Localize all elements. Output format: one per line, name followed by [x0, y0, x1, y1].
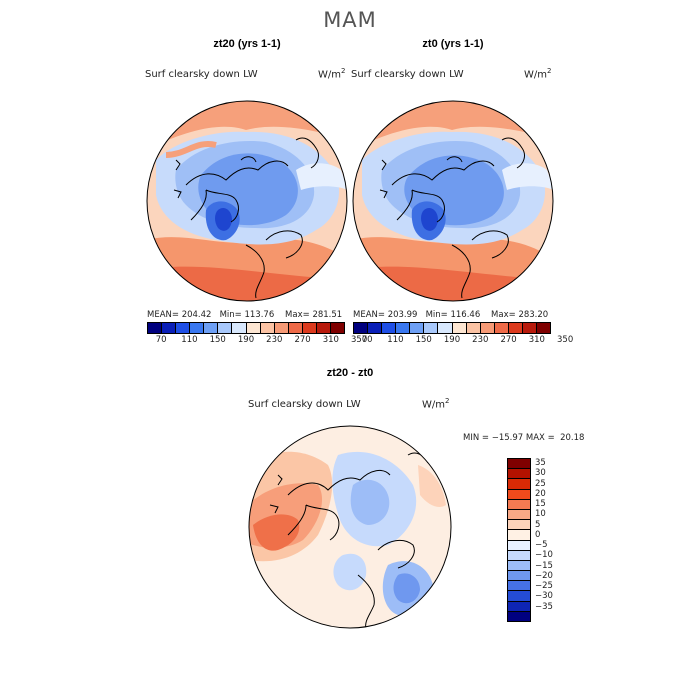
colorbar-box [148, 323, 163, 333]
colorbar-box [508, 611, 530, 621]
panel2-stats: MEAN= 203.99 Min= 116.46 Max= 283.20 [353, 310, 549, 320]
colorbar-box [368, 323, 383, 333]
colorbar-box [162, 323, 177, 333]
colorbar-tick-label: −35 [535, 601, 553, 612]
colorbar-tick-label: 110 [387, 335, 404, 345]
diff-colorbar [507, 458, 531, 622]
diff-panel-units: W/m2 [422, 397, 450, 411]
colorbar-box [232, 323, 247, 333]
colorbar-tick-label: −25 [535, 581, 553, 592]
diff-panel-title: zt20 - zt0 [326, 367, 374, 379]
colorbar-tick-label: −10 [535, 550, 553, 561]
colorbar-box [508, 550, 530, 561]
colorbar-box [494, 323, 509, 333]
panel2-units: W/m2 [524, 67, 552, 81]
colorbar-tick-label: 230 [266, 335, 283, 345]
panel1-title: zt20 (yrs 1-1) [213, 38, 281, 50]
colorbar-box [508, 601, 530, 612]
colorbar-tick-label: 230 [472, 335, 489, 345]
colorbar-tick-label: 70 [361, 335, 373, 345]
colorbar-box [508, 540, 530, 551]
colorbar-box [246, 323, 261, 333]
panel1-colorbar-ticks: 70 110 150 190 230 270 310 350 [147, 335, 368, 347]
colorbar-tick-label: 70 [155, 335, 167, 345]
colorbar-box [452, 323, 467, 333]
colorbar-tick-label: 350 [351, 335, 368, 345]
colorbar-box [508, 323, 523, 333]
colorbar-box [508, 520, 530, 531]
colorbar-tick-label: 190 [237, 335, 255, 345]
colorbar-box [508, 469, 530, 480]
colorbar-box [508, 509, 530, 521]
colorbar-tick-label: 10 [535, 509, 546, 520]
colorbar-box [354, 323, 369, 333]
colorbar-box [438, 323, 453, 333]
colorbar-tick-label: 310 [322, 335, 339, 345]
colorbar-box [274, 323, 289, 333]
colorbar-box [410, 323, 425, 333]
colorbar-box [260, 323, 275, 333]
colorbar-box [316, 323, 332, 333]
colorbar-box [508, 571, 530, 582]
colorbar-box [382, 323, 397, 333]
colorbar-box [396, 323, 411, 333]
panel1-variable: Surf clearsky down LW [145, 69, 258, 80]
colorbar-box [508, 591, 530, 602]
panel2-colorbar [353, 322, 551, 334]
diff-panel-stats: MIN = −15.97 MAX = 20.18 [463, 433, 585, 443]
colorbar-box [508, 530, 530, 541]
colorbar-tick-label: 150 [415, 335, 432, 345]
colorbar-tick-label: −30 [535, 591, 553, 602]
panel1-map [146, 100, 348, 302]
colorbar-box [508, 581, 530, 592]
colorbar-box [508, 560, 530, 572]
colorbar-box [508, 489, 530, 500]
colorbar-tick-label: 270 [294, 335, 311, 345]
colorbar-box [508, 499, 530, 510]
colorbar-tick-label: 30 [535, 468, 546, 479]
colorbar-tick-label: 350 [557, 335, 574, 345]
colorbar-tick-label: −5 [535, 540, 548, 551]
colorbar-tick-label: 15 [535, 499, 546, 510]
colorbar-box [176, 323, 191, 333]
figure-title: MAM [323, 8, 377, 32]
colorbar-tick-label: 190 [443, 335, 461, 345]
colorbar-tick-label: −15 [535, 560, 553, 571]
colorbar-tick-label: 0 [535, 529, 541, 540]
colorbar-tick-label: 150 [209, 335, 226, 345]
diff-colorbar-ticks: 35 30 25 20 15 10 5 0 −5 −10 −15 −20 −25 −30 −35 [535, 458, 575, 622]
colorbar-box [190, 323, 205, 333]
colorbar-tick-label: −20 [535, 570, 553, 581]
colorbar-box [480, 323, 495, 333]
colorbar-box [522, 323, 538, 333]
colorbar-tick-label: 25 [535, 478, 546, 489]
colorbar-box [508, 479, 530, 490]
colorbar-box [466, 323, 481, 333]
colorbar-box [288, 323, 303, 333]
colorbar-box [331, 323, 345, 333]
colorbar-tick-label: 110 [181, 335, 198, 345]
colorbar-box [302, 323, 317, 333]
colorbar-tick-label: 310 [528, 335, 545, 345]
panel1-units: W/m2 [318, 67, 346, 81]
colorbar-tick-label: 20 [535, 488, 546, 499]
panel2-map [352, 100, 554, 302]
colorbar-box [508, 459, 530, 470]
diff-panel-variable: Surf clearsky down LW [248, 399, 361, 410]
colorbar-box [424, 323, 439, 333]
panel2-variable: Surf clearsky down LW [351, 69, 464, 80]
colorbar-tick-label: 35 [535, 458, 546, 469]
colorbar-box [218, 323, 233, 333]
colorbar-tick-label: 270 [500, 335, 517, 345]
colorbar-tick-label: 5 [535, 519, 541, 530]
panel2-title: zt0 (yrs 1-1) [422, 38, 484, 50]
diff-map [248, 425, 452, 629]
colorbar-box [537, 323, 551, 333]
panel1-colorbar [147, 322, 345, 334]
colorbar-box [204, 323, 219, 333]
panel2-colorbar-ticks: 70 110 150 190 230 270 310 350 [353, 335, 574, 347]
panel1-stats: MEAN= 204.42 Min= 113.76 Max= 281.51 [147, 310, 343, 320]
